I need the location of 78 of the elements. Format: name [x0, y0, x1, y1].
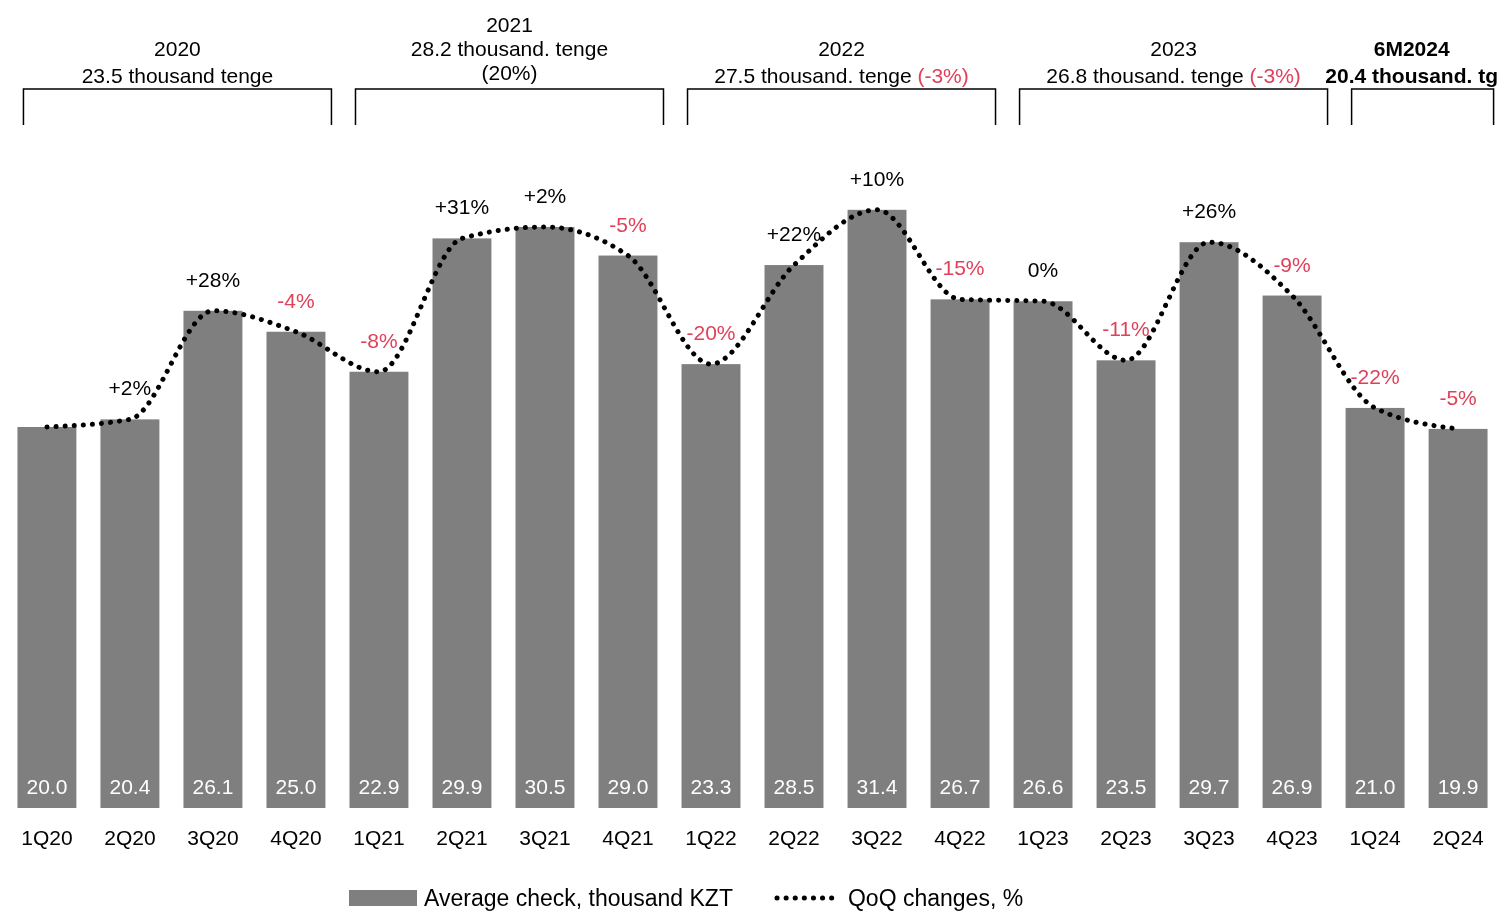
x-tick-label: 3Q21	[519, 825, 571, 849]
data-label: 28.5	[773, 775, 815, 798]
text: 2020 23.5 thousand tenge	[81, 37, 274, 87]
annotation: -5%	[609, 212, 647, 236]
data-label: 26.6	[1022, 775, 1064, 798]
data-label: 26.1	[192, 775, 234, 798]
bar	[1013, 301, 1073, 808]
data-label: 29.9	[441, 775, 483, 798]
data-label: 20.4	[109, 775, 151, 798]
bar	[266, 331, 326, 808]
text: 2023 26.8 thousand. tenge (-3%)	[1046, 37, 1301, 87]
x-tick-label: 3Q23	[1183, 825, 1235, 849]
bar	[1179, 242, 1239, 808]
data-label: 26.7	[939, 775, 981, 798]
data-label: 22.9	[358, 775, 400, 798]
x-tick-label: 2Q20	[104, 825, 156, 849]
bar	[100, 419, 160, 808]
bar	[1262, 295, 1322, 808]
bar	[681, 364, 741, 808]
x-tick-label: 4Q23	[1266, 825, 1318, 849]
text: 2021 28.2 thousand. tenge (20%)	[410, 13, 609, 84]
data-label: 21.0	[1354, 775, 1396, 798]
x-tick-label: 4Q21	[602, 825, 654, 849]
annotation: +28%	[185, 267, 241, 291]
annotation: 0%	[1027, 258, 1059, 282]
bar	[432, 238, 492, 808]
annotation: -8%	[360, 328, 398, 352]
bar	[17, 426, 77, 808]
x-tick-label: 4Q20	[270, 825, 322, 849]
annotation: +26%	[1181, 199, 1237, 223]
bar	[1345, 407, 1405, 808]
x-tick-label: 2Q24	[1432, 825, 1485, 849]
data-label: 25.0	[275, 775, 317, 798]
bar	[930, 299, 990, 808]
annotation: -11%	[1102, 317, 1150, 341]
legend-label: Average check, thousand KZT	[424, 885, 733, 911]
data-label: 30.5	[524, 775, 566, 798]
x-tick-label: 2Q21	[436, 825, 488, 849]
annotation: -4%	[277, 288, 315, 312]
bar	[183, 310, 243, 808]
x-tick-label: 3Q20	[187, 825, 239, 849]
annotation: +31%	[434, 195, 490, 219]
annotation: -20%	[686, 321, 736, 345]
bar	[515, 226, 575, 808]
legend-label: QoQ changes, %	[847, 885, 1024, 911]
x-tick-label: 1Q20	[21, 825, 73, 849]
bar	[349, 371, 409, 808]
annotation: -5%	[1439, 385, 1477, 409]
annotation: +10%	[849, 166, 905, 190]
bar	[764, 265, 824, 808]
data-label: 19.9	[1437, 775, 1479, 798]
x-tick-label: 2Q22	[768, 825, 820, 849]
text: 2022 27.5 thousand. tenge (-3%)	[714, 37, 969, 87]
text: 6M2024 20.4 thousand. tg	[1325, 37, 1498, 87]
data-label: 29.7	[1188, 775, 1230, 798]
bar	[598, 255, 658, 808]
x-tick-label: 1Q21	[353, 825, 405, 849]
bar	[1428, 428, 1488, 808]
annotation: -15%	[935, 256, 985, 280]
data-label: 26.9	[1271, 775, 1313, 798]
annotation: +2%	[523, 183, 567, 207]
x-tick-label: 1Q24	[1349, 825, 1402, 849]
x-tick-label: 1Q22	[685, 825, 737, 849]
x-tick-label: 4Q22	[934, 825, 986, 849]
x-tick-label: 1Q23	[1017, 825, 1069, 849]
data-label: 20.0	[26, 775, 68, 798]
annotation: -9%	[1273, 252, 1311, 276]
data-label: 31.4	[856, 775, 898, 798]
x-tick-label: 2Q23	[1100, 825, 1152, 849]
x-tick-label: 3Q22	[851, 825, 903, 849]
bar	[847, 209, 907, 808]
annotation: +2%	[108, 376, 152, 400]
data-label: 23.5	[1105, 775, 1147, 798]
annotation: +22%	[766, 222, 822, 246]
data-label: 29.0	[607, 775, 649, 798]
bar	[1096, 360, 1156, 808]
data-label: 23.3	[690, 775, 732, 798]
annotation: -22%	[1350, 364, 1400, 388]
